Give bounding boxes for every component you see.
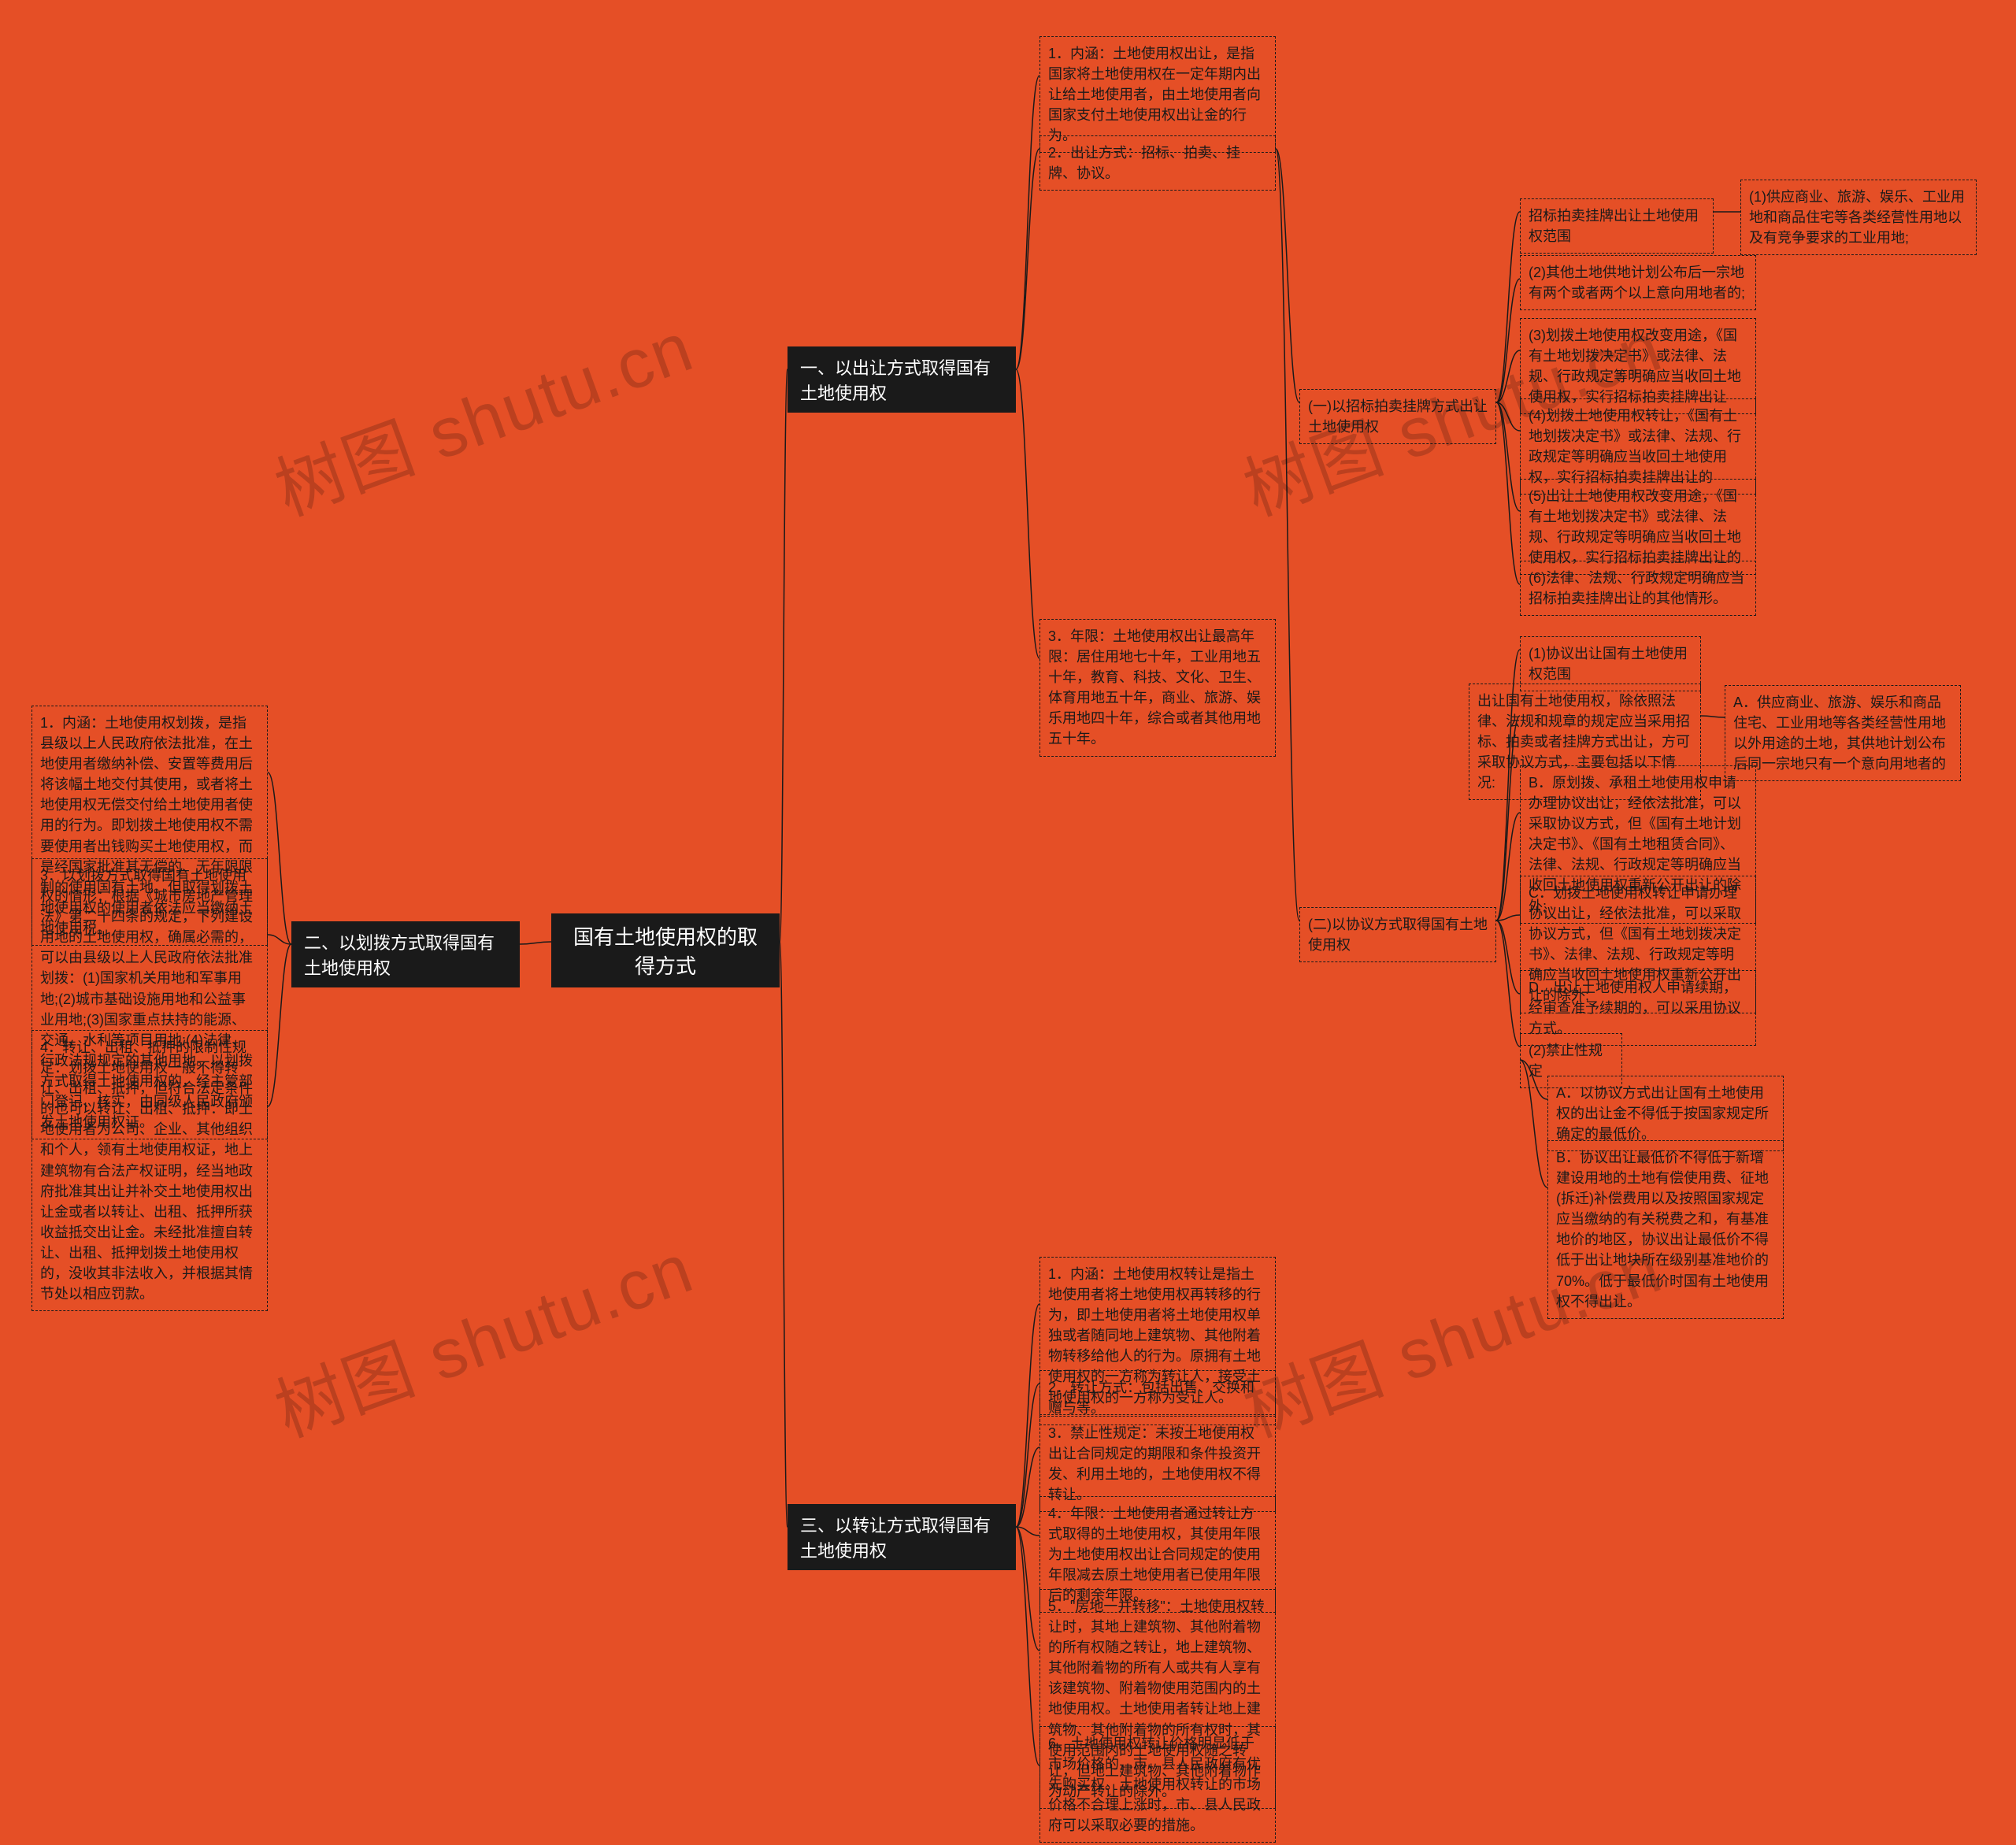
leaf-node[interactable]: 6．土地使用权转让价格明显低于市场价格的，市、县人民政府有优先购买权。土地使用权… — [1040, 1726, 1276, 1843]
leaf-node[interactable]: (一)以招标拍卖挂牌方式出让土地使用权 — [1299, 389, 1496, 444]
leaf-node[interactable]: (2)其他土地供地计划公布后一宗地有两个或者两个以上意向用地者的; — [1520, 255, 1756, 310]
connector — [1496, 402, 1520, 584]
root-node[interactable]: 国有土地使用权的取得方式 — [551, 913, 780, 987]
connector — [268, 944, 291, 1106]
connector — [1016, 76, 1040, 369]
leaf-node[interactable]: (6)法律、法规、行政规定明确应当招标拍卖挂牌出让的其他情形。 — [1520, 561, 1756, 616]
branch-node[interactable]: 二、以划拨方式取得国有土地使用权 — [291, 921, 520, 987]
connector — [268, 772, 291, 944]
connector — [1496, 915, 1520, 921]
branch-node[interactable]: 三、以转让方式取得国有土地使用权 — [788, 1504, 1016, 1570]
connector — [780, 369, 788, 942]
connector — [1016, 1447, 1040, 1527]
leaf-node[interactable]: A．供应商业、旅游、娱乐和商品住宅、工业用地等各类经营性用地以外用途的土地，其供… — [1725, 685, 1961, 781]
connector — [1016, 369, 1040, 658]
leaf-node[interactable]: 招标拍卖挂牌出让土地使用权范围 — [1520, 198, 1714, 254]
connector — [1276, 149, 1299, 402]
leaf-node[interactable]: 2．出让方式：招标、拍卖、挂牌、协议。 — [1040, 135, 1276, 191]
leaf-node[interactable]: (1)供应商业、旅游、娱乐、工业用地和商品住宅等各类经营性用地以及有竞争要求的工… — [1740, 180, 1977, 255]
connector — [520, 942, 551, 944]
connector — [1496, 402, 1520, 511]
connector — [1496, 921, 1520, 1047]
leaf-node[interactable]: B．协议出让最低价不得低于新增建设用地的土地有偿使用费、征地(拆迁)补偿费用以及… — [1547, 1140, 1784, 1319]
connector — [1016, 1527, 1040, 1536]
connector — [1016, 1527, 1040, 1765]
connector — [268, 935, 291, 944]
connector — [1496, 402, 1520, 431]
leaf-node[interactable]: 4．转让、出租、抵押的限制性规定：划拨土地使用权一般不得转让、出租、抵押，但符合… — [32, 1030, 268, 1311]
mindmap-canvas: 树图 shutu.cn树图 shutu.cn树图 shutu.cn树图 shut… — [0, 0, 2016, 1845]
connector — [1496, 279, 1520, 402]
connector — [1496, 212, 1520, 402]
leaf-node[interactable]: 3．年限：土地使用权出让最高年限：居住用地七十年，工业用地五十年，教育、科技、文… — [1040, 619, 1276, 757]
connector — [1496, 813, 1520, 921]
connector — [1276, 149, 1299, 921]
connector — [1701, 716, 1725, 717]
connector — [1496, 921, 1520, 994]
watermark: 树图 shutu.cn — [260, 1213, 705, 1456]
watermark: 树图 shutu.cn — [260, 291, 705, 535]
branch-node[interactable]: 一、以出让方式取得国有土地使用权 — [788, 346, 1016, 413]
connector — [1016, 1527, 1040, 1650]
connector — [780, 942, 788, 1527]
connector — [1016, 1304, 1040, 1527]
leaf-node[interactable]: (二)以协议方式取得国有土地使用权 — [1299, 907, 1496, 962]
connector — [1016, 1384, 1040, 1527]
connector — [1496, 350, 1520, 402]
connector — [1016, 149, 1040, 369]
